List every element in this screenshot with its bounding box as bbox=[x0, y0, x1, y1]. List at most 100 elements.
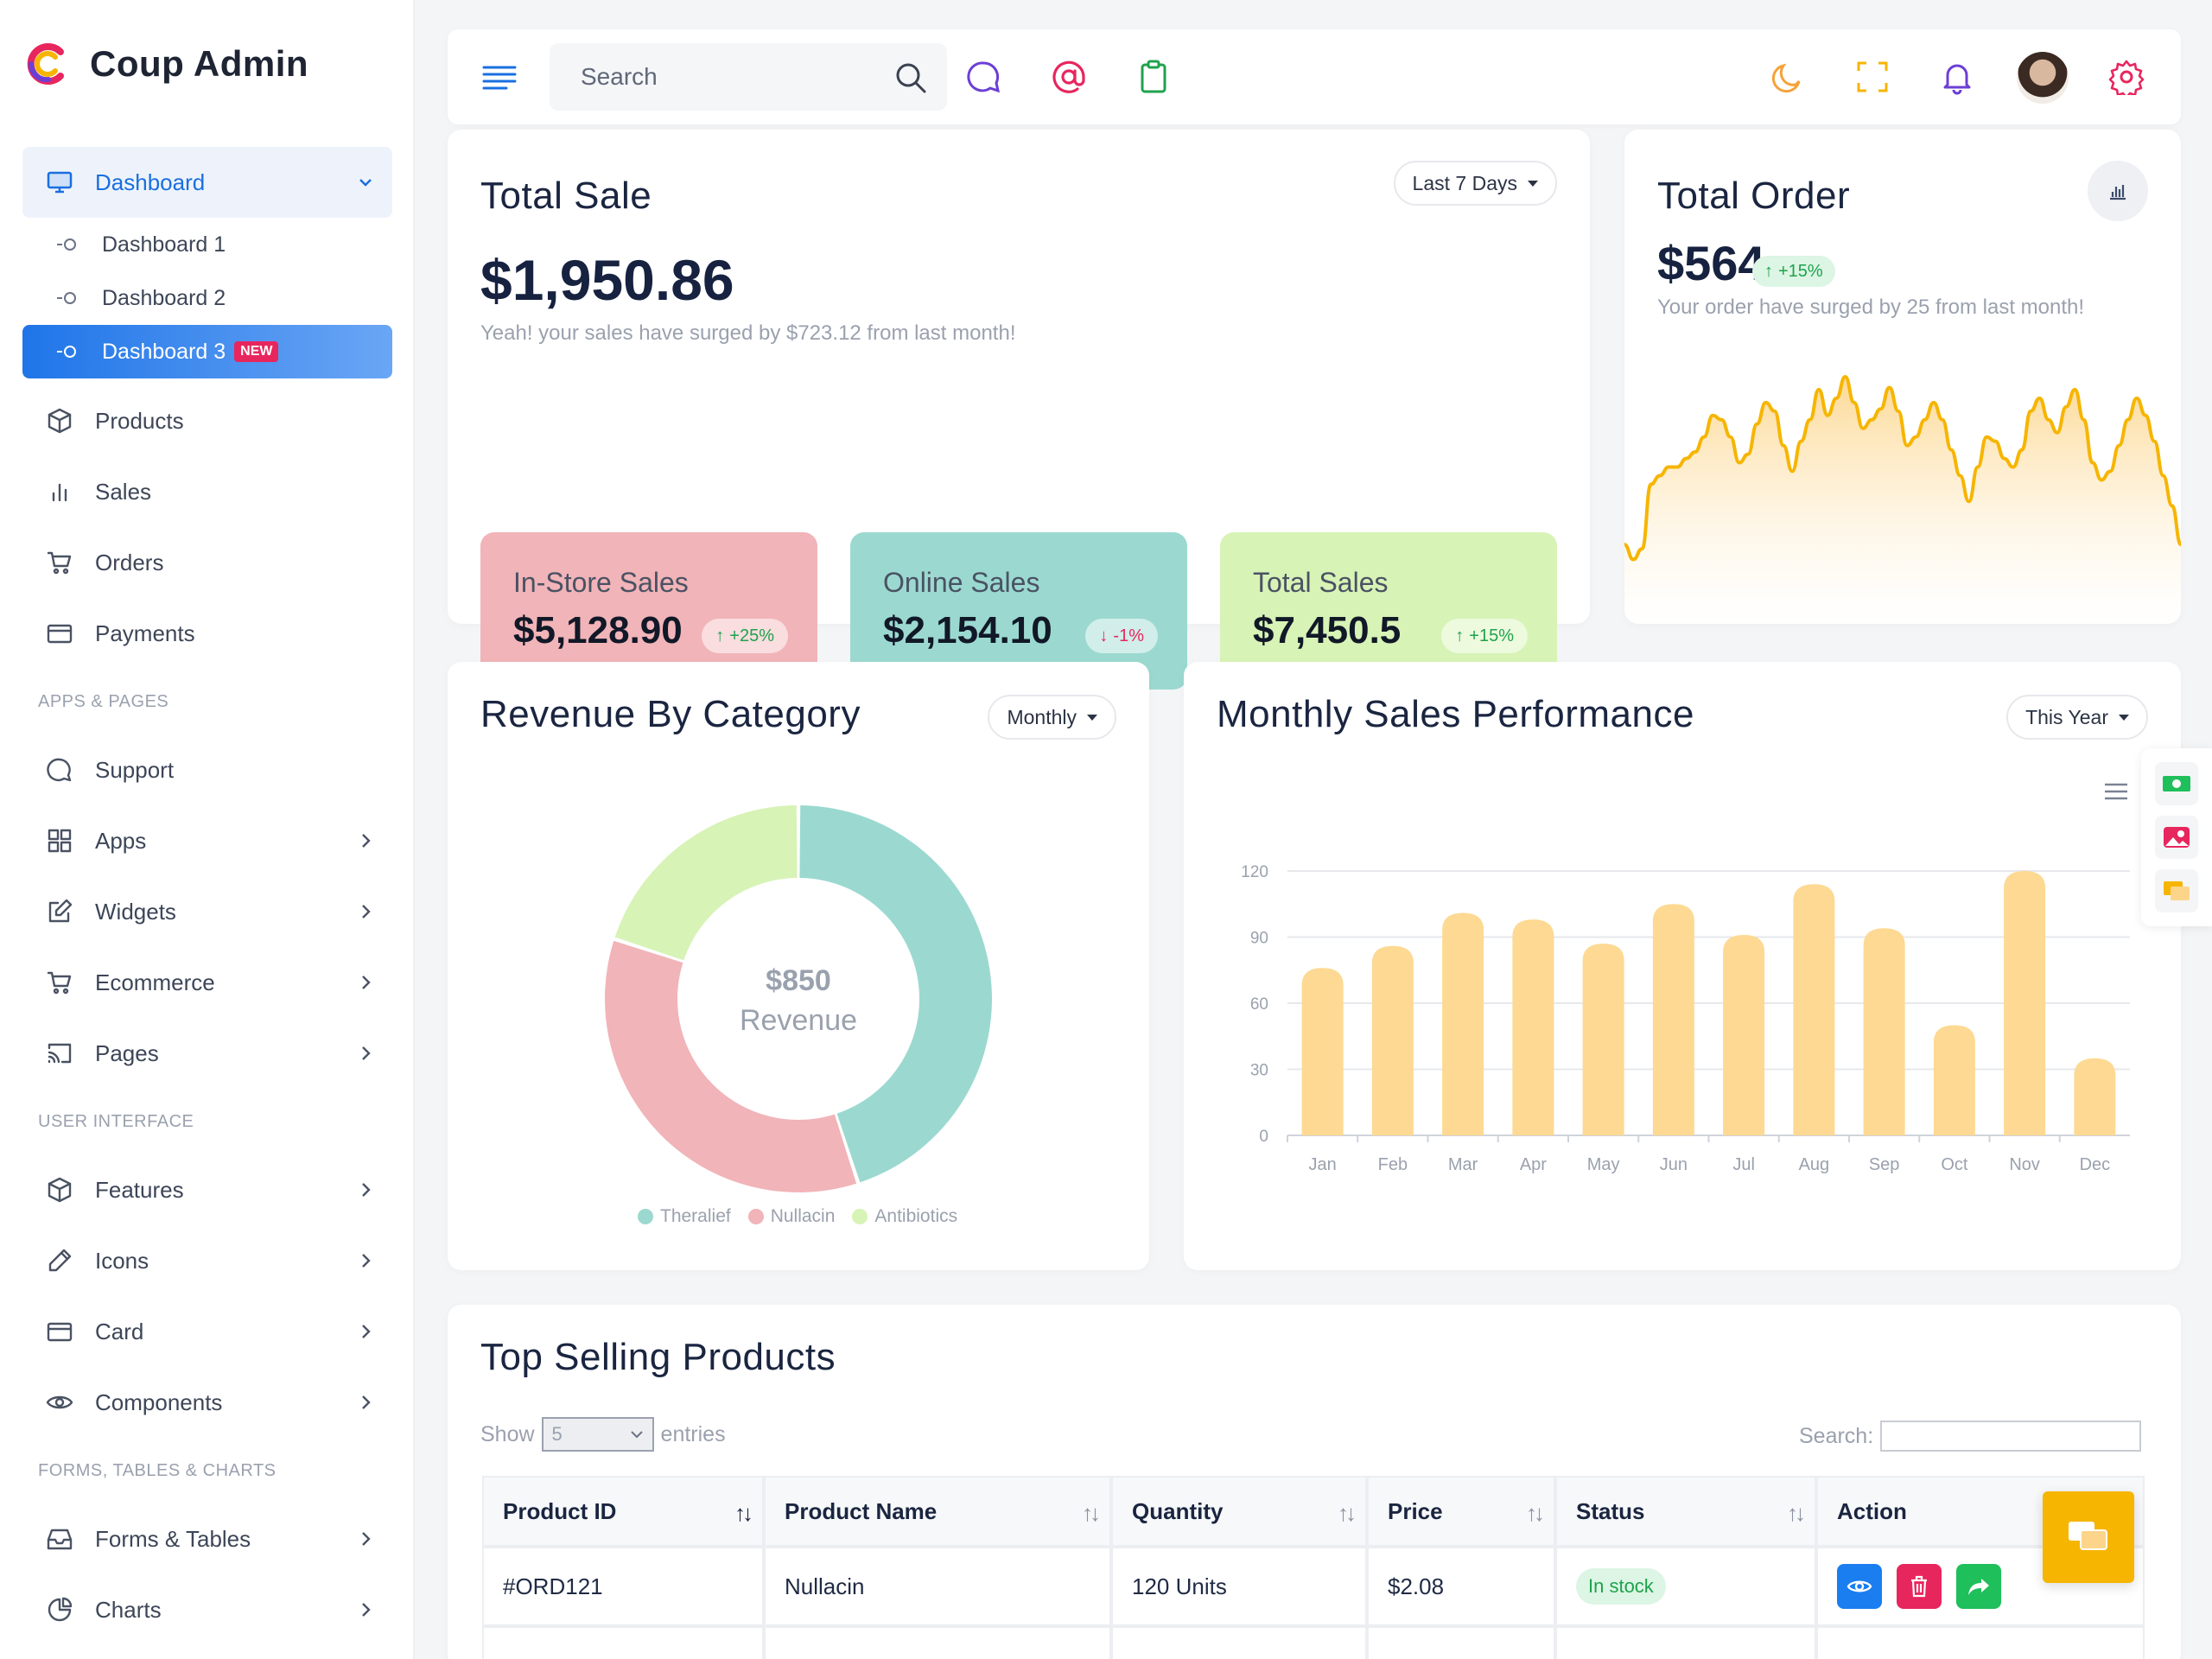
sort-icon[interactable]: ↑↓ bbox=[1082, 1500, 1101, 1526]
fullscreen-icon[interactable] bbox=[1854, 59, 1891, 95]
sidebar-item-card[interactable]: Card bbox=[22, 1296, 392, 1367]
column-header-quantity[interactable]: Quantity ↑↓ bbox=[1111, 1476, 1367, 1547]
sort-icon[interactable]: ↑↓ bbox=[1787, 1500, 1806, 1526]
sort-icon[interactable]: ↑↓ bbox=[1338, 1500, 1357, 1526]
legend-item[interactable]: Antibiotics bbox=[852, 1206, 957, 1227]
x-tick-label: Mar bbox=[1448, 1155, 1478, 1174]
sidebar-item-label: Components bbox=[95, 1389, 223, 1415]
total-order-note: Your order have surged by 25 from last m… bbox=[1657, 296, 2085, 319]
clipboard-icon[interactable] bbox=[1135, 59, 1172, 95]
chart-options-button[interactable] bbox=[2088, 161, 2148, 221]
grid-icon bbox=[45, 826, 74, 855]
chat-fab-button[interactable] bbox=[2043, 1491, 2134, 1583]
bar-may[interactable] bbox=[1582, 944, 1624, 1135]
sidebar-section-title: USER INTERFACE bbox=[38, 1111, 194, 1131]
sidebar-item-charts[interactable]: Charts bbox=[22, 1574, 392, 1645]
range-dropdown[interactable]: Monthly bbox=[988, 695, 1116, 740]
cell-product-id: #ORD121 bbox=[482, 1547, 764, 1626]
avatar[interactable] bbox=[2017, 52, 2069, 104]
moon-icon[interactable] bbox=[1770, 59, 1806, 95]
menu-icon[interactable] bbox=[482, 62, 517, 92]
delete-button[interactable] bbox=[1897, 1564, 1942, 1609]
column-header-product-id[interactable]: Product ID ↑↓ bbox=[482, 1476, 764, 1547]
bar-nov[interactable] bbox=[2004, 871, 2046, 1135]
share-button[interactable] bbox=[1956, 1564, 2002, 1609]
sidebar-subitem-dashboard-3[interactable]: Dashboard 3 NEW bbox=[22, 325, 392, 378]
sidebar-item-forms-tables[interactable]: Forms & Tables bbox=[22, 1503, 392, 1574]
legend-label: Antibiotics bbox=[874, 1206, 958, 1226]
y-tick-label: 90 bbox=[1250, 930, 1268, 948]
bar-jan[interactable] bbox=[1301, 968, 1344, 1135]
sidebar-item-products[interactable]: Products bbox=[22, 385, 392, 456]
chevron-down-icon bbox=[630, 1431, 643, 1439]
sidebar-item-widgets[interactable]: Widgets bbox=[22, 876, 392, 947]
sidebar-item-pages[interactable]: Pages bbox=[22, 1018, 392, 1089]
bar-apr[interactable] bbox=[1512, 919, 1554, 1135]
sidebar-item-orders[interactable]: Orders bbox=[22, 527, 392, 598]
sidebar-subitem-dashboard-1[interactable]: Dashboard 1 bbox=[22, 218, 392, 271]
cell-empty bbox=[764, 1626, 1111, 1659]
legend-item[interactable]: Nullacin bbox=[747, 1206, 835, 1227]
entries-select[interactable]: 5 bbox=[541, 1417, 654, 1452]
bar-jun[interactable] bbox=[1652, 904, 1694, 1135]
legend-item[interactable]: Theralief bbox=[638, 1206, 731, 1227]
search-input[interactable]: Search bbox=[550, 43, 947, 111]
gear-icon[interactable] bbox=[2108, 59, 2145, 95]
sidebar-nav: Dashboard Dashboard 1 Dashboard 2 Dashbo… bbox=[22, 147, 392, 1645]
chat-icon[interactable] bbox=[966, 59, 1002, 95]
at-icon[interactable] bbox=[1051, 59, 1087, 95]
gallery-button[interactable] bbox=[2155, 816, 2198, 859]
bar-sep[interactable] bbox=[1863, 928, 1905, 1135]
cash-button[interactable] bbox=[2155, 762, 2198, 805]
sort-icon[interactable]: ↑↓ bbox=[1526, 1500, 1545, 1526]
entries-control: Show 5 entries bbox=[480, 1417, 726, 1452]
sidebar-item-ecommerce[interactable]: Ecommerce bbox=[22, 947, 392, 1018]
bar-dec[interactable] bbox=[2074, 1058, 2116, 1135]
bar-aug[interactable] bbox=[1793, 884, 1835, 1135]
topbar: Search bbox=[448, 29, 2181, 124]
chevron-right-icon bbox=[362, 976, 371, 989]
order-area-chart bbox=[1624, 374, 2181, 624]
table-search-input[interactable] bbox=[1880, 1421, 2142, 1452]
sidebar-item-payments[interactable]: Payments bbox=[22, 598, 392, 669]
donut-slice-antibiotics[interactable] bbox=[614, 805, 798, 961]
sidebar-item-apps[interactable]: Apps bbox=[22, 805, 392, 876]
sidebar-section-title: FORMS, TABLES & CHARTS bbox=[38, 1460, 276, 1480]
bell-icon[interactable] bbox=[1939, 59, 1975, 95]
sidebar-subitem-label: Dashboard 2 bbox=[102, 285, 226, 310]
search-icon[interactable] bbox=[893, 60, 928, 95]
column-header-price[interactable]: Price ↑↓ bbox=[1367, 1476, 1555, 1547]
bar-oct[interactable] bbox=[1933, 1025, 1975, 1136]
sidebar-item-dashboard[interactable]: Dashboard bbox=[22, 147, 392, 218]
sidebar-section-title: APPS & PAGES bbox=[38, 691, 169, 711]
arrow-up-icon: ↑ bbox=[1455, 626, 1465, 645]
x-tick-label: Sep bbox=[1869, 1155, 1900, 1174]
brand[interactable]: Coup Admin bbox=[22, 40, 308, 88]
cell-product-name: Nullacin bbox=[764, 1547, 1111, 1626]
sidebar-item-label: Sales bbox=[95, 478, 152, 505]
column-header-status[interactable]: Status ↑↓ bbox=[1555, 1476, 1816, 1547]
sidebar-item-icons[interactable]: Icons bbox=[22, 1225, 392, 1296]
donut-slice-theralief[interactable] bbox=[799, 805, 993, 1183]
bar-feb[interactable] bbox=[1371, 945, 1414, 1135]
donut-center-label: Revenue bbox=[740, 1004, 857, 1037]
view-button[interactable] bbox=[1837, 1564, 1882, 1609]
sidebar-item-features[interactable]: Features bbox=[22, 1154, 392, 1225]
column-header-product-name[interactable]: Product Name ↑↓ bbox=[764, 1476, 1111, 1547]
range-dropdown[interactable]: Last 7 Days bbox=[1393, 161, 1557, 206]
bar-jul[interactable] bbox=[1723, 934, 1765, 1135]
sidebar-item-support[interactable]: Support bbox=[22, 734, 392, 805]
messages-button[interactable] bbox=[2155, 869, 2198, 912]
y-tick-label: 60 bbox=[1250, 995, 1268, 1014]
range-dropdown[interactable]: This Year bbox=[2006, 695, 2148, 740]
bar-mar[interactable] bbox=[1442, 912, 1484, 1135]
sidebar-subitem-label: Dashboard 3 bbox=[102, 339, 226, 364]
change-badge: ↑ +15% bbox=[1752, 256, 1835, 287]
sort-icon[interactable]: ↑↓ bbox=[734, 1500, 753, 1526]
sidebar-item-components[interactable]: Components bbox=[22, 1367, 392, 1438]
sidebar-subitem-label: Dashboard 1 bbox=[102, 232, 226, 257]
hamburger-menu-icon[interactable] bbox=[2103, 781, 2129, 802]
sidebar-subitem-dashboard-2[interactable]: Dashboard 2 bbox=[22, 271, 392, 325]
sidebar-item-sales[interactable]: Sales bbox=[22, 456, 392, 527]
donut-slice-nullacin[interactable] bbox=[605, 940, 857, 1192]
